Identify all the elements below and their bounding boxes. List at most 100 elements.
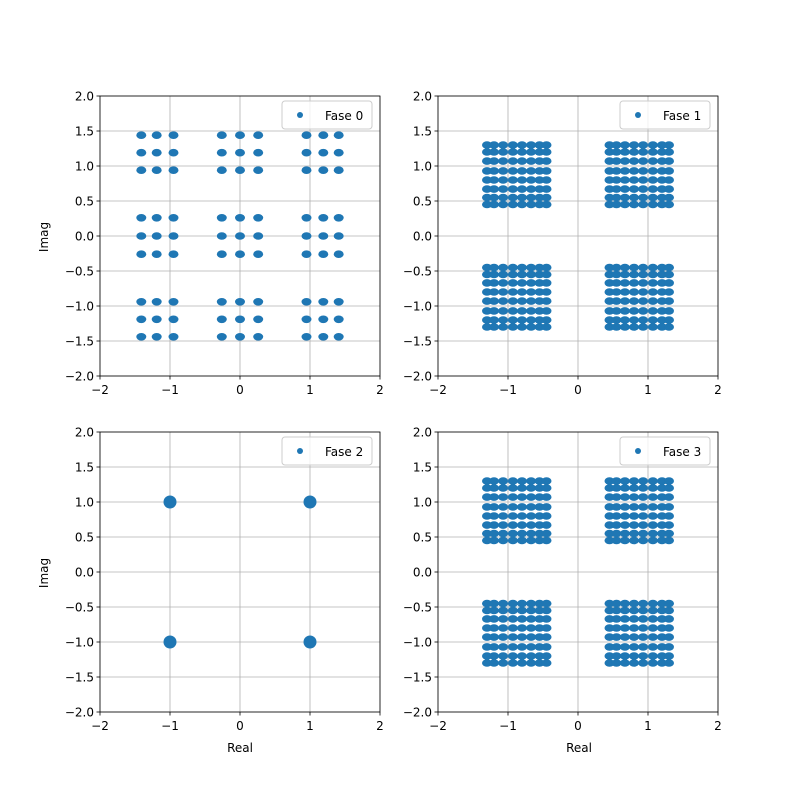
data-point-0-60: [507, 167, 518, 175]
data-point-0-95: [526, 477, 537, 485]
data-point-0-174: [619, 148, 630, 156]
data-point-0-27: [489, 176, 499, 184]
data-point-0-235: [657, 512, 667, 520]
data-point-0-161: [619, 652, 630, 660]
data-point-0-213: [647, 279, 658, 287]
data-point-0-206: [638, 148, 649, 156]
data-point-0-236: [657, 167, 667, 175]
data-point-0-221: [647, 157, 658, 165]
data-point-0-35: [498, 633, 509, 641]
data-point-0-62: [507, 148, 518, 156]
data-point-0-91: [526, 176, 537, 184]
data-point-0-184: [629, 200, 639, 209]
data-point-0-190: [629, 148, 639, 156]
data-point-0-254: [664, 148, 674, 156]
data-point-0-185: [629, 193, 639, 202]
data-point-0-17: [489, 652, 499, 660]
data-point-0-14: [482, 484, 492, 492]
data-point-0-251: [664, 176, 674, 184]
data-point-0-242: [664, 307, 674, 315]
data-point-0-32: [498, 323, 509, 331]
data-point-0-195: [638, 633, 649, 641]
data-point-0-8: [482, 200, 492, 209]
data-point-0-77: [333, 214, 344, 222]
data-point-0-207: [638, 477, 649, 485]
data-point-0-65: [517, 316, 527, 324]
ytick-label-5: 0.5: [75, 195, 94, 209]
data-point-0-72: [517, 536, 527, 545]
data-point-0-150: [611, 606, 622, 615]
data-point-0-57: [507, 193, 518, 202]
data-point-0-37: [498, 615, 509, 623]
ytick-label-4: 0.0: [413, 230, 432, 244]
data-point-0-220: [647, 167, 658, 175]
data-point-0-74: [333, 298, 344, 306]
data-point-0-106: [534, 521, 545, 529]
data-point-0-233: [657, 193, 667, 202]
data-point-0-0: [136, 333, 147, 341]
data-point-0-90: [526, 185, 537, 193]
data-point-0-128: [604, 659, 615, 667]
data-point-0-169: [619, 529, 630, 538]
data-point-0-160: [619, 659, 630, 667]
data-point-0-253: [664, 157, 674, 165]
data-point-0-42: [498, 185, 509, 193]
data-point-0-157: [611, 493, 622, 501]
ytick-label-1: −1.5: [65, 335, 94, 349]
ytick-label-2: −1.0: [65, 300, 94, 314]
data-point-0-114: [541, 307, 552, 315]
data-point-0-0: [482, 659, 492, 667]
data-point-0-230: [657, 270, 667, 279]
data-point-0-24: [489, 200, 499, 209]
data-point-0-153: [611, 193, 622, 202]
data-point-0-187: [629, 512, 639, 520]
data-point-0-68: [517, 288, 527, 296]
data-point-0-21: [489, 615, 499, 623]
data-point-0-13: [482, 157, 492, 165]
data-point-0-10: [482, 521, 492, 529]
data-point-0-10: [151, 315, 162, 324]
subplot-fase-3: Real: [566, 741, 592, 755]
data-point-0-110: [534, 148, 545, 156]
xtick-label-4: 2: [376, 383, 384, 397]
data-point-0-147: [611, 297, 622, 305]
data-point-0-223: [647, 141, 658, 149]
xtick-label-2: 0: [574, 719, 582, 733]
data-point-0-28: [489, 167, 499, 175]
data-point-0-58: [507, 521, 518, 529]
data-point-0-122: [541, 185, 552, 193]
data-point-0-242: [664, 643, 674, 651]
data-point-0-49: [253, 232, 264, 240]
data-point-0-245: [664, 279, 674, 287]
data-point-0-163: [619, 297, 630, 305]
data-point-0-36: [498, 624, 509, 632]
data-point-0-45: [498, 493, 509, 501]
legend-label-subplot-3: Fase 3: [663, 445, 701, 459]
data-point-0-220: [647, 503, 658, 511]
data-point-0-84: [526, 624, 537, 632]
data-point-0-63: [507, 141, 518, 149]
data-point-0-65: [517, 652, 527, 660]
data-point-0-77: [517, 157, 527, 165]
data-point-0-88: [526, 536, 537, 545]
data-point-0-177: [629, 316, 639, 324]
data-point-0-211: [647, 297, 658, 305]
data-point-0-8: [482, 536, 492, 545]
data-point-0-152: [611, 200, 622, 209]
data-point-0-209: [647, 652, 658, 660]
data-point-0-165: [619, 615, 630, 623]
data-point-0-141: [604, 493, 615, 501]
data-point-0-212: [647, 624, 658, 632]
data-point-0-129: [604, 316, 615, 324]
data-point-0-167: [619, 263, 630, 272]
data-point-0-18: [489, 643, 499, 651]
data-point-0-175: [619, 477, 630, 485]
data-point-0-201: [638, 193, 649, 202]
data-point-0-93: [526, 493, 537, 501]
data-point-0-70: [517, 270, 527, 279]
data-point-0-46: [498, 148, 509, 156]
data-point-0-188: [629, 503, 639, 511]
data-point-0-64: [318, 315, 329, 324]
data-point-0-59: [301, 214, 312, 222]
data-point-0-197: [638, 279, 649, 287]
